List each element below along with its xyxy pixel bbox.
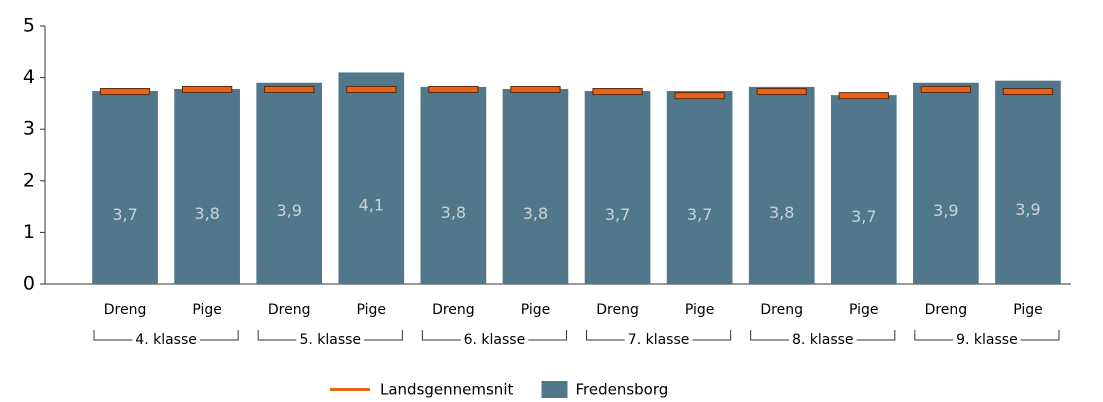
legend-swatch: [330, 388, 370, 391]
bar: [913, 82, 979, 284]
group-label: 7. klasse: [628, 332, 690, 348]
y-tick-label: 2: [23, 169, 35, 191]
group-label-bg: [624, 334, 693, 346]
legend-swatch: [541, 381, 568, 398]
x-tick-label: Pige: [521, 302, 551, 318]
bar: [256, 82, 323, 284]
data-label: 3,7: [851, 207, 876, 226]
group-label: 5. klasse: [299, 332, 361, 348]
group-label: 4. klasse: [135, 332, 197, 348]
y-tick-label: 4: [23, 66, 35, 88]
data-label: 3,7: [605, 205, 630, 224]
group-label: 6. klasse: [464, 332, 526, 348]
group-label-bg: [296, 334, 365, 346]
group-label-bg: [132, 334, 200, 346]
x-tick-label: Pige: [849, 302, 879, 318]
bar: [502, 88, 569, 285]
x-tick-label: Dreng: [268, 302, 311, 318]
average-marker: [756, 88, 807, 96]
average-marker: [428, 85, 479, 93]
average-marker: [346, 85, 397, 93]
bar: [666, 91, 733, 285]
y-tick-label: 1: [23, 221, 35, 243]
bar: [174, 88, 240, 285]
x-tick-label: Pige: [357, 302, 387, 318]
data-label: 3,7: [687, 205, 712, 224]
bar: [584, 91, 651, 285]
average-marker: [592, 88, 643, 96]
x-tick-label: Dreng: [596, 302, 639, 318]
data-label: 3,7: [112, 205, 137, 224]
data-label: 3,9: [276, 201, 301, 220]
average-marker: [920, 85, 971, 93]
average-marker: [264, 85, 315, 93]
bar: [830, 95, 897, 284]
average-marker: [674, 92, 725, 100]
average-marker: [510, 85, 561, 93]
bar: [338, 72, 405, 284]
data-label: 3,9: [933, 201, 958, 220]
group-label-bg: [788, 334, 857, 346]
y-tick-label: 0: [23, 273, 35, 295]
bar: [995, 80, 1061, 284]
group-label: 9. klasse: [956, 332, 1018, 348]
group-label: 8. klasse: [792, 332, 854, 348]
group-label-bg: [460, 334, 529, 346]
data-label: 3,8: [769, 203, 794, 222]
x-tick-label: Pige: [192, 302, 222, 318]
y-tick-label: 5: [23, 15, 35, 37]
data-label: 3,8: [441, 203, 466, 222]
x-tick-label: Dreng: [925, 302, 968, 318]
y-tick-label: 3: [23, 118, 35, 140]
average-marker: [1002, 88, 1054, 96]
group-label-bg: [953, 334, 1021, 346]
x-tick-label: Dreng: [760, 302, 803, 318]
average-marker: [182, 85, 233, 93]
x-tick-label: Dreng: [104, 302, 147, 318]
x-tick-label: Pige: [685, 302, 715, 318]
bar: [420, 86, 487, 284]
legend-label: Landsgennemsnit: [380, 381, 513, 399]
data-label: 3,8: [523, 204, 548, 223]
legend-label: Fredensborg: [575, 381, 668, 399]
data-label: 3,9: [1015, 200, 1040, 219]
average-marker: [838, 92, 889, 100]
x-tick-label: Pige: [1013, 302, 1043, 318]
data-label: 3,8: [194, 204, 219, 223]
data-label: 4,1: [359, 196, 384, 215]
bar: [748, 86, 815, 284]
x-tick-label: Dreng: [432, 302, 475, 318]
average-marker: [99, 88, 151, 96]
bar: [92, 91, 158, 285]
